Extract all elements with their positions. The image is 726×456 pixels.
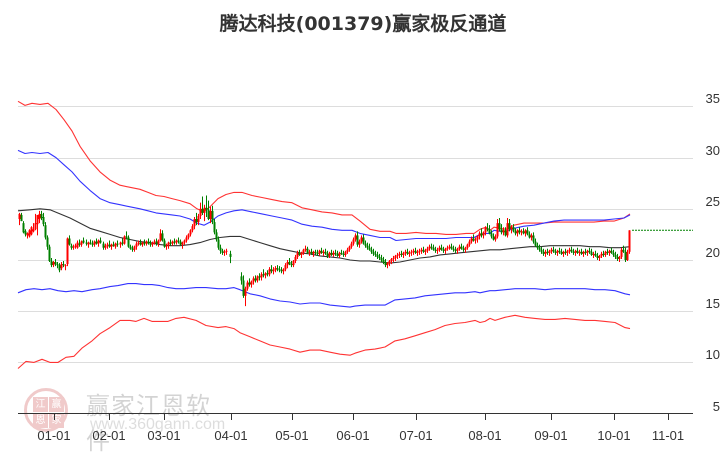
candles — [18, 195, 631, 307]
x-tick-label: 02-01 — [92, 428, 126, 443]
x-tick-label: 04-01 — [214, 428, 248, 443]
x-tick-label: 07-01 — [399, 428, 433, 443]
x-axis — [18, 413, 693, 420]
x-tick-label: 08-01 — [468, 428, 502, 443]
y-tick-label: 30 — [705, 142, 720, 158]
x-tick-label: 05-01 — [275, 428, 309, 443]
y-tick-label: 15 — [705, 295, 720, 311]
x-tick-label: 11-01 — [651, 428, 685, 443]
inner_lower-line — [17, 283, 631, 308]
y-tick-label: 35 — [705, 90, 720, 106]
y-tick-label: 25 — [705, 193, 720, 209]
channel-bands — [17, 100, 631, 369]
x-tick-label: 01-01 — [37, 428, 71, 443]
y-tick-label: 5 — [712, 398, 720, 414]
y-tick-label: 20 — [705, 244, 720, 260]
chart-title: 腾达科技(001379)赢家极反通道 — [219, 13, 507, 35]
y-tick-label: 10 — [705, 346, 720, 362]
mid_line-line — [17, 208, 631, 264]
x-tick-label: 09-01 — [534, 428, 568, 443]
inner_upper-line — [17, 149, 631, 242]
grid-lines — [18, 106, 693, 363]
x-tick-label: 10-01 — [597, 428, 631, 443]
x-tick-label: 06-01 — [336, 428, 370, 443]
outer_upper-line — [17, 100, 631, 235]
x-tick-label: 03-01 — [147, 428, 181, 443]
outer_lower-line — [17, 314, 631, 369]
